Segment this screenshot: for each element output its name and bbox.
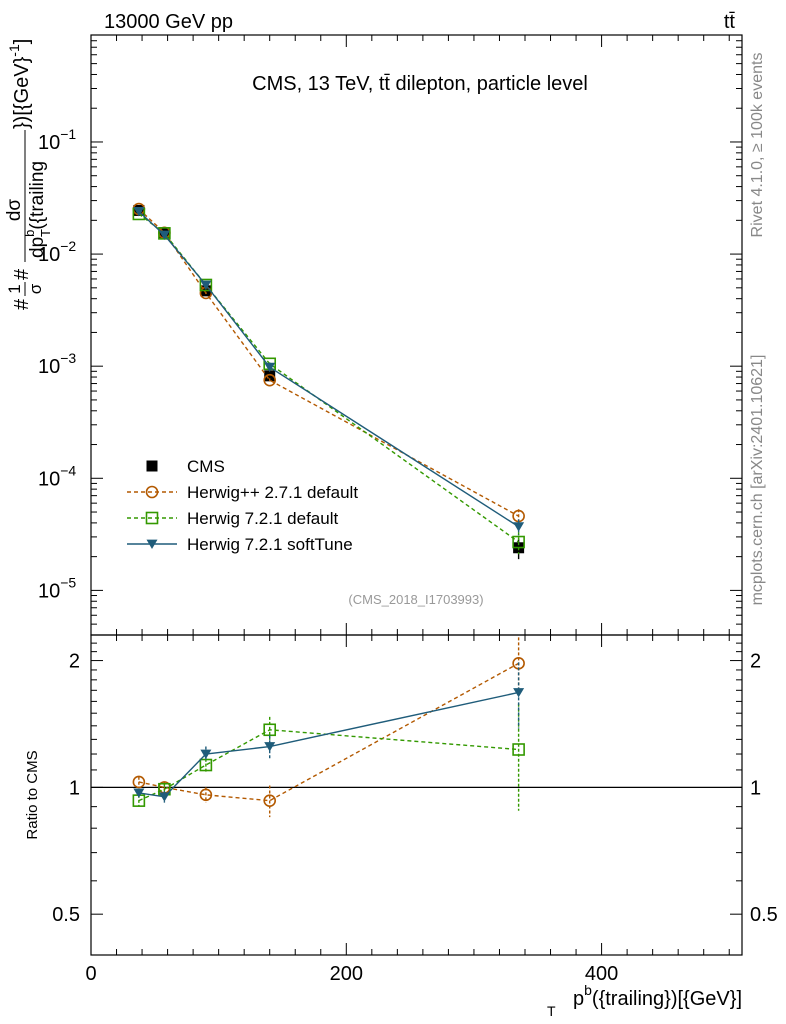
y-axis-label-frac2-num: dσ — [4, 199, 25, 222]
ratio-point — [133, 788, 145, 798]
x-tick-label: 200 — [330, 963, 363, 985]
data-point — [513, 522, 525, 532]
legend-item: Herwig 7.2.1 softTune — [127, 535, 353, 554]
series-line — [138, 210, 519, 528]
legend-item: CMS — [146, 457, 225, 476]
y-axis-label-frac1-den: σ — [26, 283, 45, 294]
data-point — [512, 535, 525, 549]
legend-label: Herwig++ 2.7.1 default — [187, 483, 358, 502]
y-axis-label-suffix: })[{GeV}-1] — [6, 39, 33, 129]
ratio-line — [138, 729, 519, 802]
rivet-label: Rivet 4.1.0, ≥ 100k events — [749, 53, 766, 238]
x-axis-label: pb({trailing})[{GeV}] T — [547, 982, 742, 1019]
y-tick-label: 10−1 — [38, 126, 76, 154]
data-point — [263, 373, 277, 387]
ratio-tick-label-right: 2 — [750, 651, 761, 673]
y-tick-label: 10−3 — [38, 350, 76, 378]
x-axis-label-sub: T — [547, 1003, 556, 1019]
y-tick-label: 10−4 — [38, 462, 76, 490]
series-cms — [133, 204, 525, 560]
data-point — [264, 362, 276, 373]
data-point — [158, 230, 170, 240]
y-axis-label-frac2-den: dpb({trailing — [22, 161, 48, 258]
ratio-tick-label-left: 0.5 — [52, 904, 80, 926]
ratio-tick-label-left: 2 — [69, 651, 80, 673]
ratio-tick-label-right: 0.5 — [750, 904, 778, 926]
series-herwig-7-2-1-softtune — [133, 207, 525, 803]
legend-label: Herwig 7.2.1 default — [187, 509, 338, 528]
plot-frames — [90, 34, 743, 956]
mcplots-label: mcplots.cern.ch [arXiv:2401.10621] — [749, 355, 766, 606]
legend-marker — [145, 511, 159, 525]
series-layer — [132, 202, 525, 818]
y-axis-label-frac1-num: 1 — [5, 284, 24, 293]
y-axis-label-mid: # — [11, 268, 33, 280]
y-tick-label: 10−2 — [38, 238, 76, 266]
legend-marker — [146, 460, 158, 472]
ratio-line — [138, 662, 519, 802]
axis-tick-labels: 0 200 400 10−1 10−2 10−3 10−4 10−5 2 2 1 1 0.5 0.5 — [38, 126, 778, 985]
chart-title: CMS, 13 TeV, tt̄ dilepton, particle leve… — [252, 73, 588, 95]
axis-ticks — [90, 34, 742, 956]
analysis-tag: (CMS_2018_I1703993) — [348, 592, 483, 607]
data-point — [264, 370, 276, 382]
ratio-tick-label-right: 1 — [750, 777, 761, 799]
header-right: tt̄ — [724, 11, 736, 33]
ratio-point — [200, 749, 212, 759]
legend-label: CMS — [187, 457, 225, 476]
x-axis-label-text: pb({trailing})[{GeV}] — [573, 982, 742, 1010]
ratio-point — [132, 775, 146, 789]
x-tick-label: 400 — [585, 963, 618, 985]
legend-item: Herwig 7.2.1 default — [127, 509, 338, 528]
ratio-point — [199, 788, 213, 802]
data-point — [199, 278, 213, 292]
ratio-point — [158, 792, 170, 802]
legend-item: Herwig++ 2.7.1 default — [127, 483, 358, 502]
data-point — [200, 280, 212, 290]
legend-label: Herwig 7.2.1 softTune — [187, 535, 353, 554]
ratio-point — [513, 688, 525, 698]
ratio-panel-frame — [90, 634, 743, 956]
ratio-line — [138, 691, 519, 798]
y-tick-label: 10−5 — [38, 574, 76, 602]
x-tick-label: 0 — [85, 963, 96, 985]
y-axis-label-frac2-den-sub: T — [38, 229, 53, 237]
y-axis-label: # 1 σ # dσ dpb({trailing T })[{GeV}-1] — [4, 39, 53, 310]
y-axis-label-prefix: # — [11, 298, 33, 310]
ratio-tick-label-left: 1 — [69, 777, 80, 799]
ratio-axis-label: Ratio to CMS — [24, 750, 41, 839]
ratio-point — [263, 794, 277, 807]
ratio-point — [512, 743, 525, 756]
legend: CMS Herwig++ 2.7.1 default Herwig 7.2.1 de… — [127, 457, 358, 554]
data-point — [133, 207, 145, 217]
legend-marker — [145, 485, 159, 499]
header-left: 13000 GeV pp — [104, 11, 233, 33]
ratio-point — [264, 742, 276, 752]
legend-marker — [146, 539, 158, 549]
